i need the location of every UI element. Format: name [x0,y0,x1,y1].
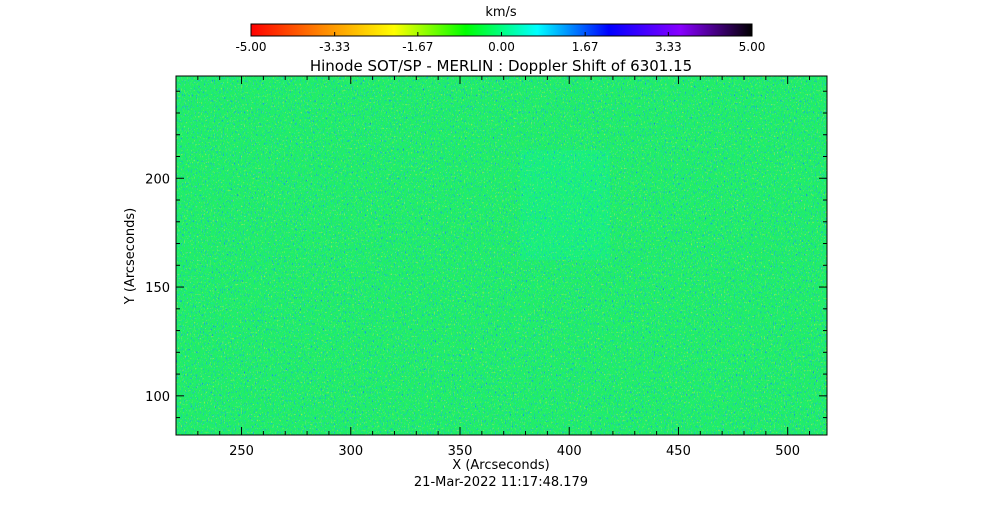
y-tick-label: 100 [145,390,170,405]
chart-title: Hinode SOT/SP - MERLIN : Doppler Shift o… [310,57,692,75]
x-tick-label: 500 [775,444,800,459]
cyan-patch [520,150,610,260]
x-tick-label: 300 [338,444,363,459]
plot-frame [175,75,828,436]
colorbar-tick-label: -5.00 [235,40,266,54]
colorbar-tick-label: 3.33 [655,40,682,54]
timestamp: 21-Mar-2022 11:17:48.179 [414,475,588,490]
doppler-image [176,76,827,435]
y-tick-label: 200 [145,172,170,187]
colorbar-label: km/s [485,5,517,20]
y-axis: 100 150 200 [145,90,827,419]
plot-area: 250 300 350 400 450 500 100 150 200 [145,75,828,459]
y-axis-label: Y (Arcseconds) [123,208,138,305]
x-axis-label: X (Arcseconds) [452,458,549,473]
y-tick-label: 150 [145,281,170,296]
colorbar-ticks: -5.00 -3.33 -1.67 0.00 1.67 3.33 5.00 [235,32,765,54]
colorbar: km/s -5.00 -3.33 -1.67 0.00 1.67 3.33 5.00 [235,5,765,54]
x-axis: 250 300 350 400 450 500 [175,76,811,459]
x-tick-label: 250 [229,444,254,459]
colorbar-tick-label: -3.33 [319,40,350,54]
x-tick-label: 350 [448,444,473,459]
colorbar-tick-label: -1.67 [402,40,433,54]
colorbar-tick-label: 5.00 [739,40,766,54]
colorbar-tick-label: 0.00 [488,40,515,54]
colorbar-tick-label: 1.67 [572,40,599,54]
x-tick-label: 400 [557,444,582,459]
x-tick-label: 450 [666,444,691,459]
